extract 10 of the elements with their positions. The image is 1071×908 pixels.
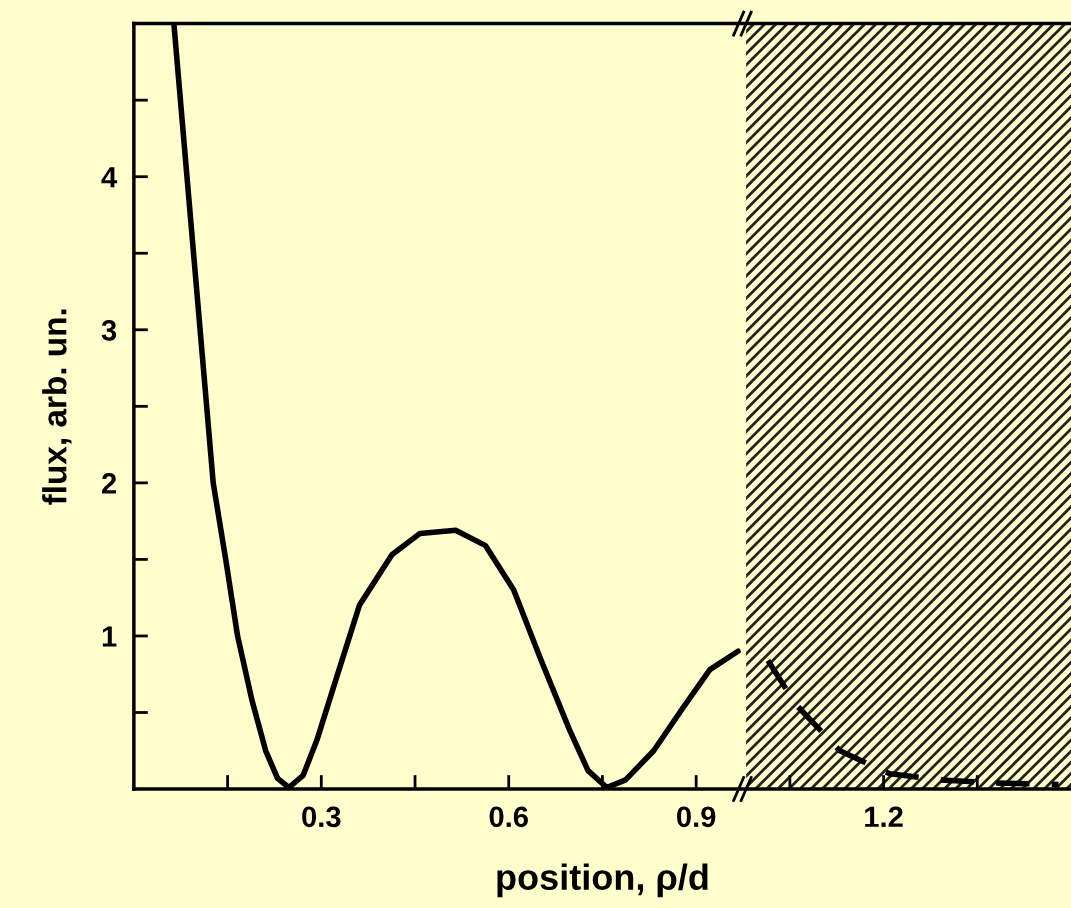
y-tick-label: 4 [101,167,118,188]
y-axis-title: flux, arb. un. [42,309,72,505]
x-tick-label: 1.2 [865,806,903,827]
y-tick-label: 2 [102,473,117,494]
x-tick-label: 0.3 [302,806,341,828]
x-tick-label: 0.9 [677,806,716,828]
y-tick-label: 1 [102,626,117,647]
x-axis-title: position, ρ/d [497,863,708,898]
x-tick-label: 0.6 [489,806,528,828]
y-tick-label: 3 [101,319,117,341]
